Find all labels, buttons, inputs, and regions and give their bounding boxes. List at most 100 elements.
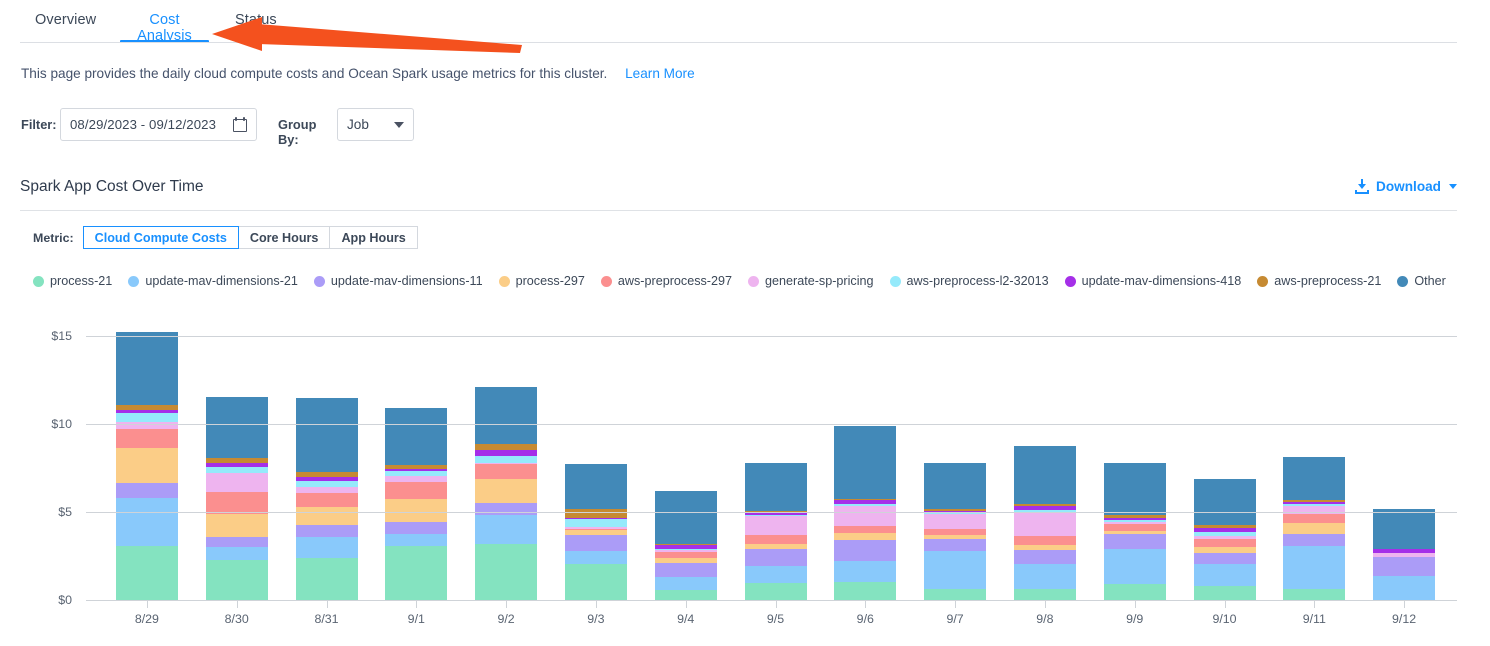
- legend-item[interactable]: process-21: [33, 274, 112, 288]
- bar-segment: [115, 429, 178, 449]
- bar-segment: [924, 589, 987, 600]
- tab-overview[interactable]: Overview: [33, 6, 98, 43]
- gridline: [86, 511, 1457, 513]
- legend-item[interactable]: aws-preprocess-21: [1257, 274, 1381, 288]
- bar-8-29[interactable]: [115, 332, 178, 600]
- bar-segment: [1373, 548, 1436, 554]
- bar-segment: [115, 448, 178, 483]
- bar-segment: [1283, 504, 1346, 506]
- bar-segment: [1193, 547, 1256, 554]
- legend-label: Other: [1414, 274, 1446, 288]
- bar-segment: [1373, 553, 1436, 557]
- bar-segment: [654, 549, 717, 552]
- x-axis-tick-label: 9/12: [1392, 612, 1417, 626]
- bar-9-2[interactable]: [475, 386, 538, 600]
- bar-segment: [1103, 548, 1166, 585]
- bar-9-11[interactable]: [1283, 457, 1346, 600]
- bar-segment: [1283, 588, 1346, 600]
- bar-segment: [564, 528, 627, 531]
- metric-cloud-compute-costs[interactable]: Cloud Compute Costs: [82, 226, 239, 249]
- metric-label: Metric:: [33, 230, 74, 245]
- x-axis-tick: [506, 601, 508, 608]
- bar-segment: [654, 551, 717, 558]
- bar-segment: [1283, 546, 1346, 589]
- bar-9-6[interactable]: [834, 425, 897, 600]
- bar-8-31[interactable]: [295, 398, 358, 600]
- x-axis-tick: [955, 601, 957, 608]
- bar-8-30[interactable]: [205, 397, 268, 600]
- x-axis-tick-label: 9/2: [497, 612, 515, 626]
- metric-app-hours[interactable]: App Hours: [330, 226, 418, 249]
- bar-segment: [834, 533, 897, 541]
- tab-cost-analysis[interactable]: Cost Analysis: [120, 6, 209, 44]
- legend-item[interactable]: aws-preprocess-l2-32013: [889, 274, 1049, 288]
- bar-segment: [1193, 585, 1256, 600]
- x-axis-tick-label: 9/9: [1126, 612, 1144, 626]
- legend-item[interactable]: process-297: [498, 274, 585, 288]
- download-label: Download: [1376, 179, 1441, 194]
- date-range-input[interactable]: 08/29/2023 - 09/12/2023: [60, 108, 257, 141]
- download-button[interactable]: Download: [1355, 179, 1457, 194]
- bar-segment: [1283, 513, 1346, 524]
- bar-9-4[interactable]: [654, 490, 717, 600]
- legend-item[interactable]: generate-sp-pricing: [748, 274, 874, 288]
- bar-segment: [205, 466, 268, 474]
- x-axis-tick: [685, 601, 687, 608]
- bar-9-8[interactable]: [1013, 445, 1076, 600]
- bar-segment: [654, 548, 717, 550]
- bar-segment: [205, 473, 268, 492]
- bar-segment: [564, 550, 627, 564]
- bar-9-9[interactable]: [1103, 463, 1166, 600]
- x-axis-tick: [595, 601, 597, 608]
- bar-segment: [1283, 499, 1346, 503]
- bar-segment: [654, 577, 717, 591]
- x-axis-tick: [416, 601, 418, 608]
- legend-color-swatch: [600, 275, 612, 287]
- x-axis-tick: [1314, 601, 1316, 608]
- bar-segment: [115, 413, 178, 423]
- legend-item[interactable]: update-mav-dimensions-418: [1064, 274, 1242, 288]
- learn-more-link[interactable]: Learn More: [625, 66, 695, 81]
- bar-segment: [1103, 514, 1166, 519]
- bar-9-5[interactable]: [744, 463, 807, 600]
- bar-9-12[interactable]: [1373, 509, 1436, 600]
- bar-9-10[interactable]: [1193, 479, 1256, 600]
- bar-segment: [1193, 563, 1256, 586]
- bar-segment: [295, 492, 358, 507]
- bar-segment: [115, 422, 178, 430]
- bar-segment: [924, 528, 987, 535]
- y-axis-tick-label: $15: [51, 328, 72, 343]
- bar-segment: [205, 547, 268, 561]
- legend-color-swatch: [1397, 275, 1409, 287]
- x-axis-tick-label: 9/11: [1302, 612, 1326, 626]
- bar-segment: [475, 450, 538, 456]
- legend-color-swatch: [748, 275, 760, 287]
- legend-label: update-mav-dimensions-418: [1081, 274, 1242, 288]
- legend-item[interactable]: Other: [1397, 274, 1446, 288]
- bar-segment: [564, 518, 627, 519]
- bar-segment: [1013, 510, 1076, 513]
- bar-segment: [834, 500, 897, 504]
- group-by-select[interactable]: Job: [337, 108, 414, 141]
- bar-segment: [475, 444, 538, 451]
- x-axis-tick-label: 9/4: [677, 612, 695, 626]
- legend-item[interactable]: update-mav-dimensions-21: [128, 274, 298, 288]
- bar-9-7[interactable]: [924, 462, 987, 600]
- bar-segment: [924, 511, 987, 512]
- x-axis-tick-label: 9/8: [1036, 612, 1054, 626]
- metric-core-hours[interactable]: Core Hours: [238, 226, 331, 249]
- bar-segment: [1013, 563, 1076, 590]
- bar-segment: [564, 464, 627, 510]
- bar-9-3[interactable]: [564, 464, 627, 600]
- bar-segment: [295, 506, 358, 526]
- bar-9-1[interactable]: [385, 407, 448, 600]
- x-axis-tick: [1404, 601, 1406, 608]
- bar-segment: [744, 543, 807, 549]
- legend-item[interactable]: update-mav-dimensions-11: [313, 274, 483, 288]
- legend-item[interactable]: aws-preprocess-297: [600, 274, 732, 288]
- bar-segment: [834, 498, 897, 501]
- bar-segment: [564, 518, 627, 527]
- tab-status[interactable]: Status: [233, 6, 279, 43]
- y-axis-tick-label: $5: [58, 504, 72, 519]
- bar-segment: [475, 515, 538, 545]
